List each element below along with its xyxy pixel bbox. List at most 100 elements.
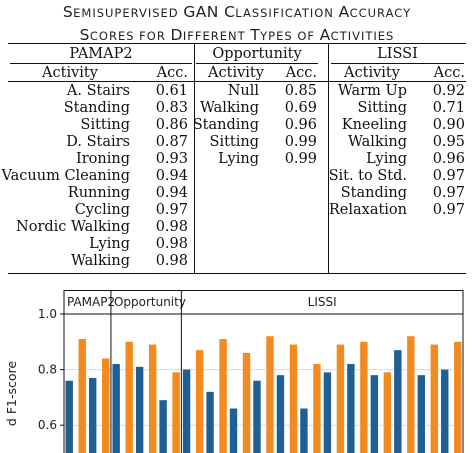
- accuracy-cell: 0.98: [155, 236, 188, 252]
- bar: [219, 339, 227, 453]
- bar: [276, 375, 285, 453]
- bar: [65, 380, 73, 453]
- y-tick-label: 0.6: [38, 418, 57, 432]
- table-title: SEMISUPERVISED GAN CLASSIFICATION ACCURA…: [0, 1, 474, 47]
- activity-cell: Walking: [200, 100, 259, 116]
- bar: [266, 336, 274, 453]
- title-text-part: A: [319, 26, 331, 44]
- title-text-part: GAN C: [183, 3, 236, 21]
- y-tick-label: 1.0: [38, 307, 57, 321]
- accuracy-cell: 0.97: [432, 168, 465, 184]
- bar: [182, 369, 191, 453]
- table-group-rule-1: [10, 63, 192, 64]
- bar: [441, 369, 449, 453]
- accuracy-cell: 0.93: [155, 151, 188, 167]
- title-text-part: EMISUPERVISED: [73, 6, 184, 20]
- activity-cell: Standing: [63, 100, 130, 116]
- title-text-part: S: [79, 26, 90, 44]
- activity-cell: Sitting: [209, 134, 259, 150]
- activity-cell: D. Stairs: [66, 134, 130, 150]
- bar: [125, 341, 133, 453]
- activity-cell: Ironing: [76, 151, 130, 167]
- accuracy-cell: 0.96: [432, 151, 465, 167]
- bar: [159, 400, 167, 453]
- table-header-rule: [8, 81, 466, 82]
- y-tick-label: 0.8: [38, 363, 57, 377]
- f1-score-chart: PAMAP2 Opportunity LISSI 1.0 0.8 0.6 d F1-scor…: [0, 290, 474, 453]
- accuracy-cell: 0.97: [155, 202, 188, 218]
- group-header-opportunity: Opportunity: [212, 46, 302, 62]
- bar: [289, 344, 298, 453]
- accuracy-cell: 0.95: [432, 134, 465, 150]
- accuracy-cell: 0.97: [432, 185, 465, 201]
- accuracy-cell: 0.86: [155, 117, 188, 133]
- bar: [102, 358, 110, 453]
- accuracy-cell: 0.97: [432, 202, 465, 218]
- title-text-part: T: [250, 26, 261, 44]
- accuracy-cell: 0.61: [155, 83, 188, 99]
- bar: [148, 344, 157, 453]
- bar: [430, 344, 438, 453]
- title-text-part: CTIVITIES: [330, 29, 395, 43]
- bar: [323, 372, 332, 453]
- title-text-part: A: [338, 3, 350, 21]
- accuracy-cell: 0.90: [432, 117, 465, 133]
- title-text-part: LASSIFICATION: [235, 6, 339, 20]
- panel-label-lissi: LISSI: [308, 295, 337, 309]
- table-title-line-1: SEMISUPERVISED GAN CLASSIFICATION ACCURA…: [0, 1, 474, 24]
- bar: [394, 350, 402, 453]
- table-group-rule-2: [196, 63, 318, 64]
- column-header-activity: Activity: [42, 65, 98, 81]
- activity-cell: Sit. to Std.: [328, 168, 407, 184]
- activity-cell: Cycling: [74, 202, 130, 218]
- accuracy-cell: 0.87: [155, 134, 188, 150]
- accuracy-cell: 0.94: [155, 185, 188, 201]
- bar: [347, 364, 355, 453]
- accuracy-cell: 0.85: [284, 83, 317, 99]
- column-header-acc: Acc.: [156, 65, 188, 81]
- activity-cell: Sitting: [80, 117, 130, 133]
- accuracy-cell: 0.99: [284, 134, 317, 150]
- activity-cell: A. Stairs: [66, 83, 130, 99]
- bar: [313, 364, 321, 453]
- bar: [336, 344, 345, 453]
- bar: [229, 408, 238, 453]
- column-header-acc: Acc.: [433, 65, 465, 81]
- panel-label-pamap2: PAMAP2: [67, 295, 115, 309]
- accuracy-cell: 0.98: [155, 253, 188, 269]
- activity-cell: Null: [227, 83, 259, 99]
- accuracy-cell: 0.94: [155, 168, 188, 184]
- bar: [454, 341, 462, 453]
- group-header-pamap2: PAMAP2: [69, 46, 133, 62]
- activity-cell: Nordic Walking: [16, 219, 130, 235]
- accuracy-cell: 0.96: [284, 117, 317, 133]
- column-header-acc: Acc.: [285, 65, 317, 81]
- activity-cell: Vacuum Cleaning: [1, 168, 131, 184]
- title-text-part: IFFERENT: [182, 29, 251, 43]
- accuracy-cell: 0.83: [155, 100, 188, 116]
- activity-cell: Standing: [192, 117, 259, 133]
- bar: [135, 366, 144, 453]
- accuracy-cell: 0.99: [284, 151, 317, 167]
- activity-cell: Walking: [71, 253, 130, 269]
- title-text-part: D: [170, 26, 183, 44]
- table-group-rule-3: [331, 63, 464, 64]
- title-text-part: YPES OF: [260, 29, 320, 43]
- accuracy-table: PAMAP2 Activity Acc. A. Stairs 0.61 Standing 0…: [0, 43, 474, 275]
- table-separator-1: [194, 43, 195, 273]
- bar: [172, 372, 180, 453]
- activity-cell: Standing: [340, 185, 407, 201]
- activity-cell: Relaxation: [328, 202, 407, 218]
- bar: [360, 341, 368, 453]
- panel-label-opportunity: Opportunity: [114, 295, 186, 309]
- activity-cell: Lying: [218, 151, 259, 167]
- activity-cell: Walking: [348, 134, 407, 150]
- group-header-lissi: LISSI: [377, 46, 418, 62]
- y-axis-label: d F1-score: [4, 361, 19, 426]
- column-header-activity: Activity: [208, 65, 264, 81]
- table-separator-2: [328, 43, 329, 273]
- bar: [383, 372, 392, 453]
- bar: [89, 377, 97, 453]
- title-text-part: S: [62, 3, 74, 21]
